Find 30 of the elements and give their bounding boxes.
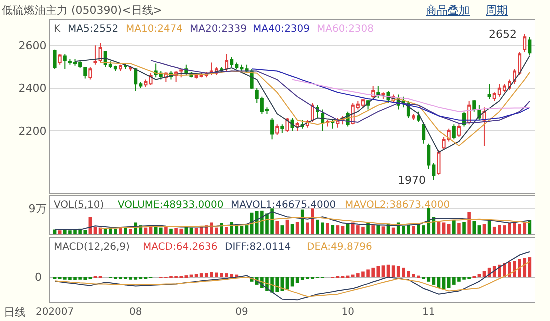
x-tick-label: 08 [130, 307, 142, 318]
annotation: 2652 [489, 28, 517, 41]
series-label: VOLUME:48933.0000 [118, 200, 224, 211]
x-tick-label: 11 [422, 307, 436, 318]
y-tick-label: 9万 [28, 202, 47, 216]
annotation: 1970 [398, 174, 426, 187]
text: DEA:49.8796 [307, 242, 372, 253]
annotation: VOL(5,10) [54, 200, 104, 211]
text: MA5:2552 [68, 24, 119, 35]
series-label: MAVOL1:46675.4000 [231, 200, 336, 211]
x-tick-label: 10 [342, 307, 354, 318]
text: MA40:2309 [253, 24, 310, 35]
y-tick-label: 2400 [18, 82, 47, 96]
series-label: MACD:64.2636 [143, 242, 218, 253]
text: 周期 [486, 4, 508, 17]
annotation: K [54, 24, 61, 35]
text: DIFF:82.0114 [225, 242, 292, 253]
text: 日线 [4, 306, 26, 319]
text: MA10:2474 [126, 24, 184, 35]
text: MA20:2339 [190, 24, 248, 35]
text: MA60:2308 [317, 24, 374, 35]
text: 商品叠加 [426, 4, 470, 17]
annotation: MACD(12,26,9) [54, 242, 130, 253]
text: 0 [35, 271, 42, 284]
series-label: MAVOL2:38673.4000 [345, 200, 450, 211]
chart-title: 低硫燃油主力 (050390)<日线> [2, 4, 163, 17]
y-tick-label: 2200 [18, 124, 47, 138]
x-tick-label: 09 [236, 307, 248, 318]
x-tick-label: 202007 [36, 307, 74, 318]
y-tick-label: 2600 [18, 39, 47, 52]
